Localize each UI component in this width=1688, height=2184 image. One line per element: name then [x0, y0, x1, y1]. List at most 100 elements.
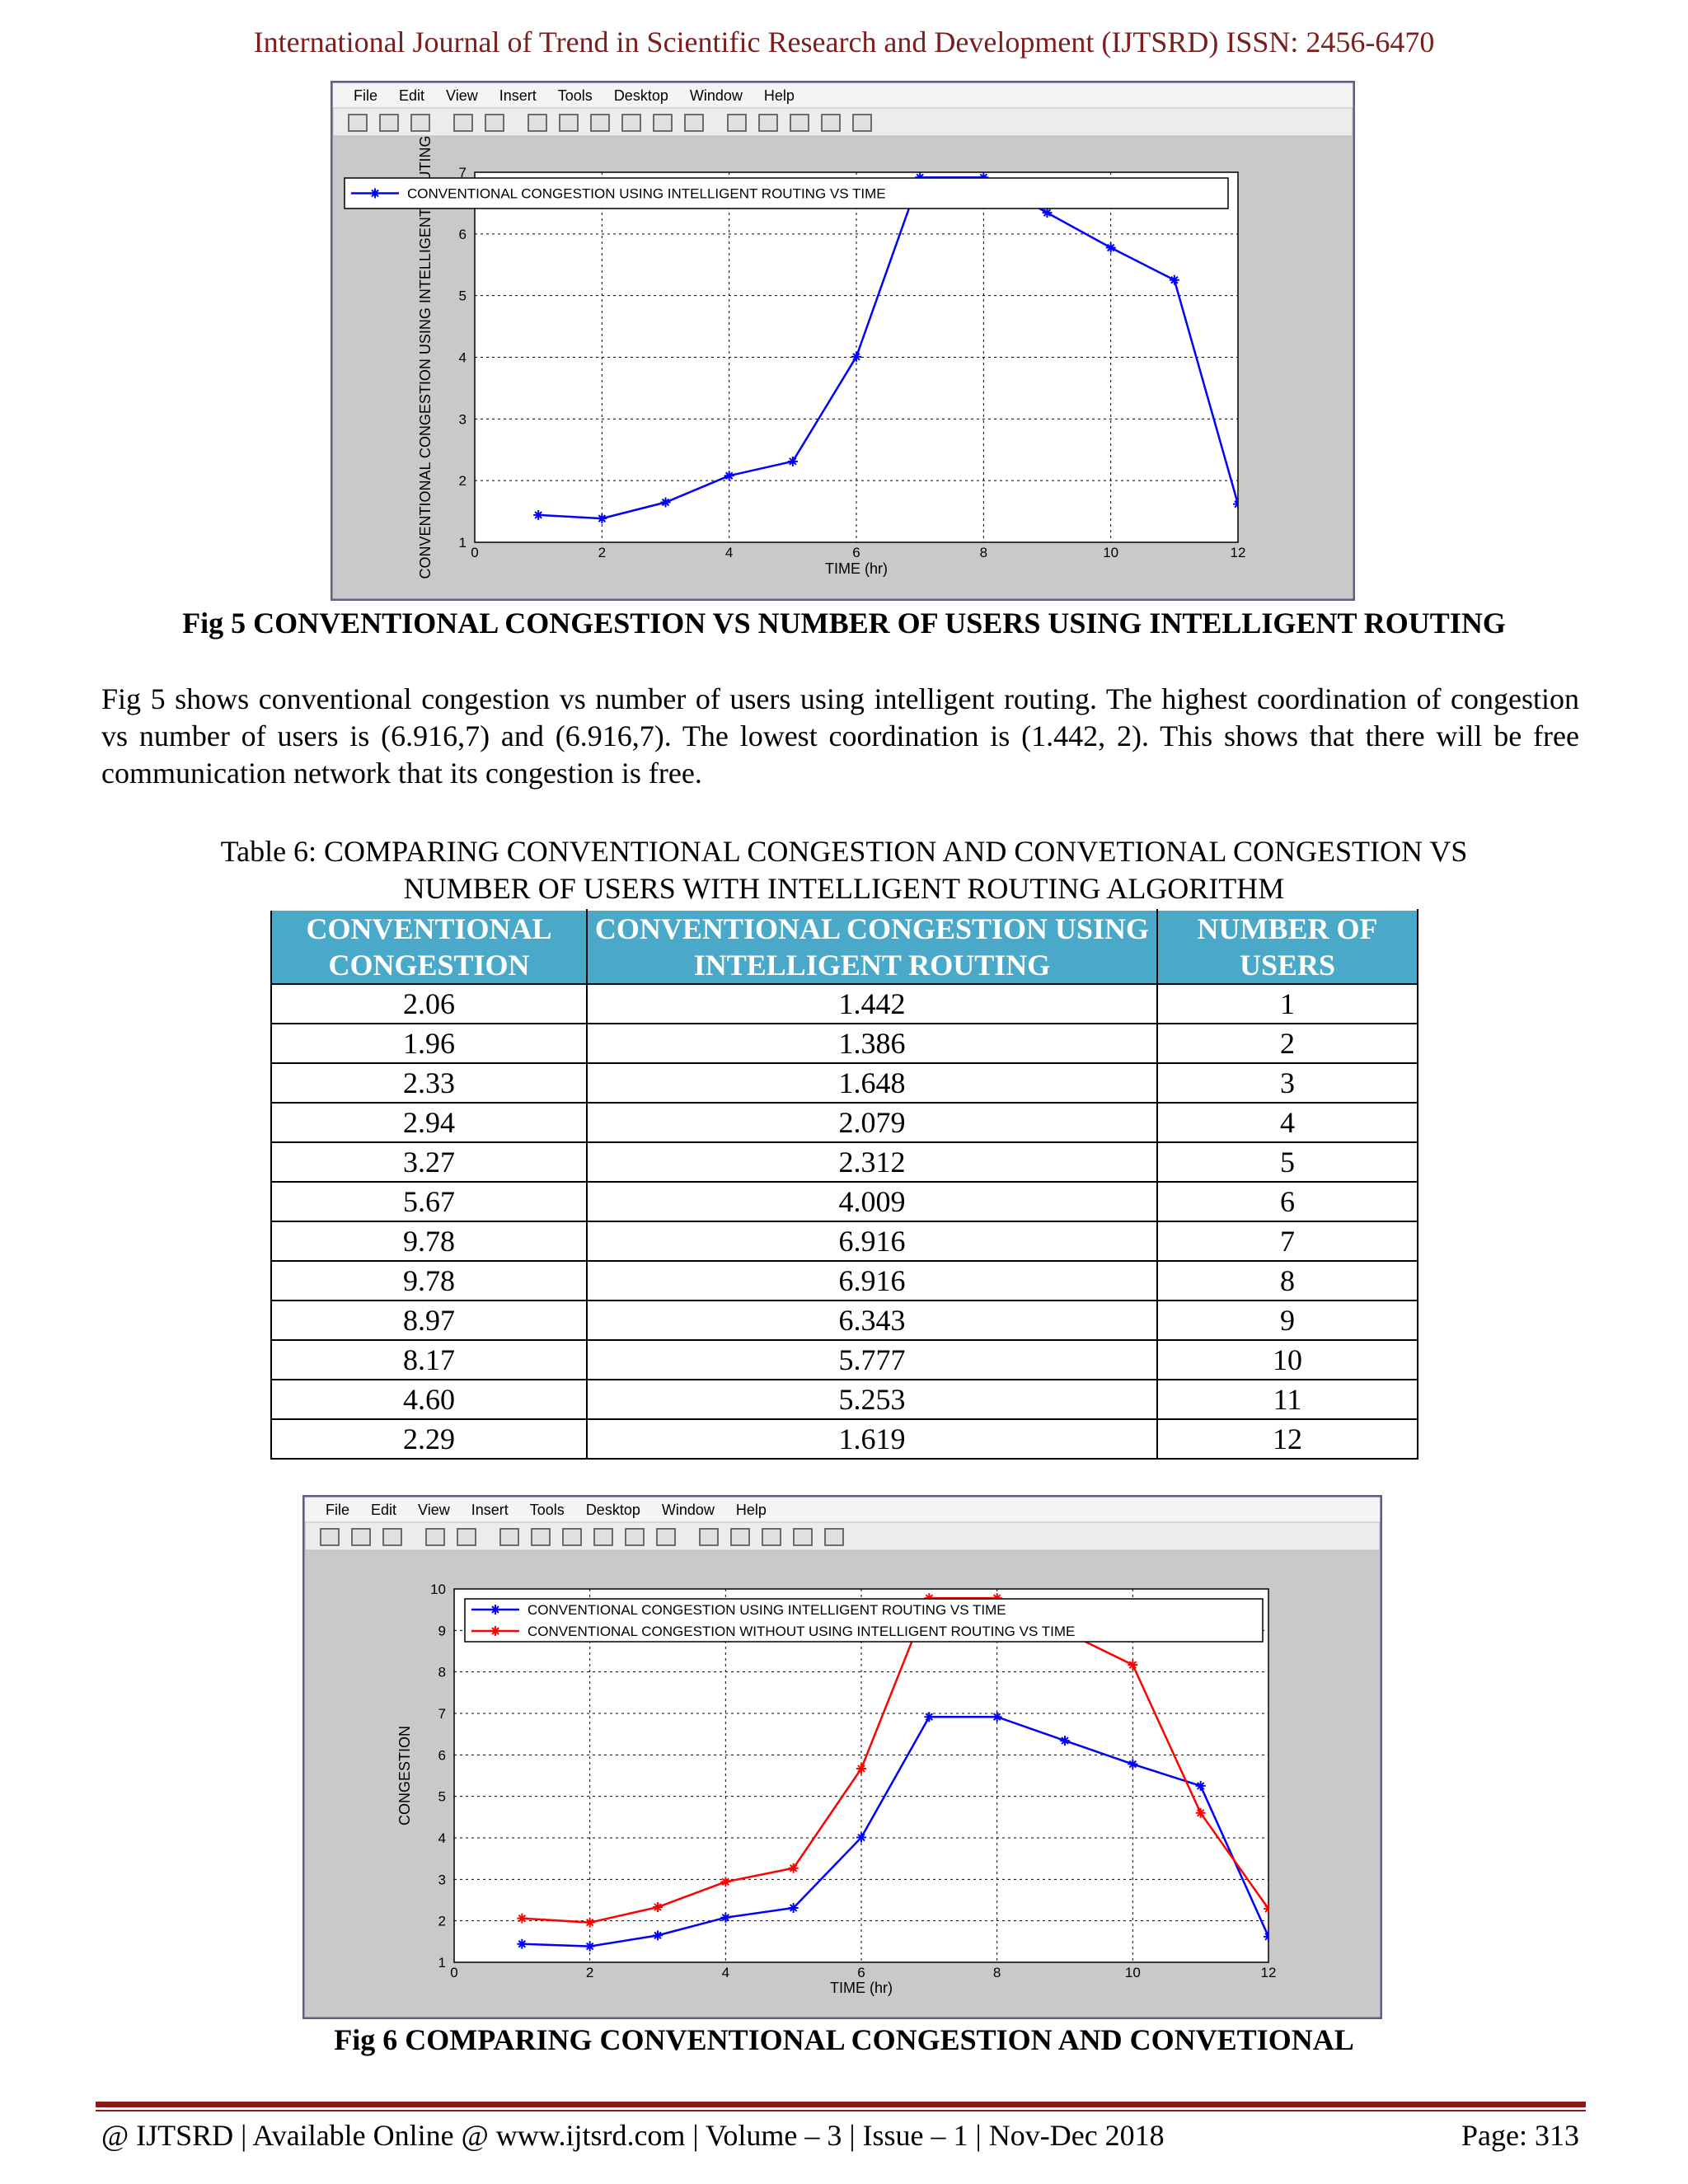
- data-point: [992, 1712, 1002, 1722]
- menu-item[interactable]: File: [354, 87, 377, 104]
- tool-icon[interactable]: [562, 1528, 582, 1546]
- table-cell: 2: [1156, 1023, 1418, 1064]
- y-tick-label: 1: [459, 535, 467, 551]
- tool-icon[interactable]: [699, 1528, 719, 1546]
- y-tick-label: 2: [459, 473, 467, 489]
- legend-marker: [490, 1626, 500, 1636]
- table-cell: 8.17: [270, 1339, 588, 1380]
- tool-icon[interactable]: [425, 1528, 445, 1546]
- menu-item[interactable]: Insert: [499, 87, 537, 104]
- legend-box: [344, 177, 1229, 209]
- table-header-row: CONVENTIONAL CONGESTION CONVENTIONAL CONG…: [270, 909, 1418, 985]
- tool-icon[interactable]: [453, 114, 473, 132]
- tool-icon[interactable]: [730, 1528, 750, 1546]
- tool-icon[interactable]: [790, 114, 809, 132]
- data-point: [788, 1863, 799, 1873]
- menu-item[interactable]: Insert: [471, 1502, 509, 1518]
- tool-icon[interactable]: [320, 1528, 340, 1546]
- data-point: [720, 1912, 731, 1923]
- tool-icon[interactable]: [379, 114, 399, 132]
- table-row: 2.29 1.619 12: [270, 1418, 1418, 1460]
- tool-icon[interactable]: [559, 114, 579, 132]
- table-cell: 7: [1156, 1221, 1418, 1262]
- tool-icon[interactable]: [684, 114, 704, 132]
- table-cell: 5.67: [270, 1181, 588, 1222]
- tool-icon[interactable]: [727, 114, 747, 132]
- data-point: [1195, 1780, 1206, 1791]
- menu-item[interactable]: Desktop: [614, 87, 668, 104]
- menu-item[interactable]: View: [446, 87, 479, 104]
- menu-item[interactable]: Tools: [530, 1502, 565, 1518]
- data-table: CONVENTIONAL CONGESTION CONVENTIONAL CONG…: [270, 909, 1418, 1460]
- figure-window: File Edit View Insert Tools Desktop Window Help…: [302, 1495, 1382, 2019]
- x-tick-label: 6: [857, 1965, 865, 1980]
- tool-icon[interactable]: [531, 1528, 551, 1546]
- data-point: [788, 1902, 799, 1913]
- menu-item[interactable]: File: [326, 1502, 349, 1518]
- table-cell: 6: [1156, 1181, 1418, 1222]
- x-tick-label: 8: [993, 1965, 1001, 1980]
- table-cell: 4.009: [586, 1181, 1158, 1222]
- data-point: [724, 471, 734, 481]
- tool-icon[interactable]: [499, 1528, 519, 1546]
- x-axis-label: TIME (hr): [830, 1980, 893, 1996]
- y-tick-label: 6: [459, 227, 467, 242]
- table-header-cell: CONVENTIONAL CONGESTION: [270, 909, 588, 985]
- table-cell: 1.96: [270, 1023, 588, 1064]
- tool-icon[interactable]: [758, 114, 778, 132]
- tool-icon[interactable]: [625, 1528, 645, 1546]
- menu-item[interactable]: View: [418, 1502, 451, 1518]
- table-row: 8.17 5.777 10: [270, 1339, 1418, 1380]
- data-point: [653, 1930, 663, 1941]
- table-cell: 9.78: [270, 1221, 588, 1262]
- tool-icon[interactable]: [457, 1528, 476, 1546]
- table-row: 9.78 6.916 7: [270, 1221, 1418, 1262]
- tool-icon[interactable]: [821, 114, 841, 132]
- table-cell: 4: [1156, 1102, 1418, 1143]
- tool-icon[interactable]: [793, 1528, 813, 1546]
- tool-icon[interactable]: [410, 114, 430, 132]
- menu-item[interactable]: Edit: [399, 87, 424, 104]
- data-point: [720, 1877, 731, 1887]
- data-point: [992, 1593, 1002, 1604]
- data-point: [856, 1832, 866, 1843]
- table-cell: 9.78: [270, 1260, 588, 1301]
- tool-icon[interactable]: [351, 1528, 371, 1546]
- tool-icon[interactable]: [348, 114, 368, 132]
- menu-item[interactable]: Desktop: [586, 1502, 640, 1518]
- tool-icon[interactable]: [762, 1528, 781, 1546]
- y-tick-label: 7: [459, 165, 467, 180]
- legend-label: CONVENTIONAL CONGESTION USING INTELLIGEN…: [528, 1602, 1006, 1618]
- menu-item[interactable]: Tools: [558, 87, 593, 104]
- figure-window: File Edit View Insert Tools Desktop Window Help…: [331, 81, 1355, 601]
- tool-icon[interactable]: [382, 1528, 402, 1546]
- tool-icon[interactable]: [824, 1528, 844, 1546]
- data-point: [1128, 1759, 1138, 1769]
- data-point: [584, 1917, 595, 1928]
- x-tick-label: 6: [852, 545, 860, 560]
- y-tick-label: 5: [459, 288, 467, 304]
- tool-icon[interactable]: [485, 114, 504, 132]
- tool-icon[interactable]: [852, 114, 872, 132]
- menu-item[interactable]: Window: [662, 1502, 715, 1518]
- menu-item[interactable]: Edit: [371, 1502, 396, 1518]
- x-tick-label: 0: [471, 545, 478, 560]
- data-point: [1105, 242, 1116, 253]
- menu-item[interactable]: Window: [690, 87, 743, 104]
- footer-right: Page: 313: [1461, 2119, 1579, 2152]
- menu-item[interactable]: Help: [764, 87, 795, 104]
- table-row: 3.27 2.312 5: [270, 1141, 1418, 1183]
- table-cell: 2.312: [586, 1141, 1158, 1183]
- data-point: [924, 1712, 935, 1722]
- table-cell: 6.343: [586, 1300, 1158, 1341]
- tool-icon[interactable]: [528, 114, 547, 132]
- menu-item[interactable]: Help: [736, 1502, 767, 1518]
- tool-icon[interactable]: [656, 1528, 676, 1546]
- y-tick-label: 2: [438, 1914, 446, 1929]
- tool-icon[interactable]: [590, 114, 610, 132]
- tool-icon[interactable]: [593, 1528, 613, 1546]
- legend-label: CONVENTIONAL CONGESTION WITHOUT USING IN…: [528, 1624, 1075, 1639]
- tool-icon[interactable]: [653, 114, 673, 132]
- table-cell: 2.29: [270, 1418, 588, 1460]
- tool-icon[interactable]: [621, 114, 641, 132]
